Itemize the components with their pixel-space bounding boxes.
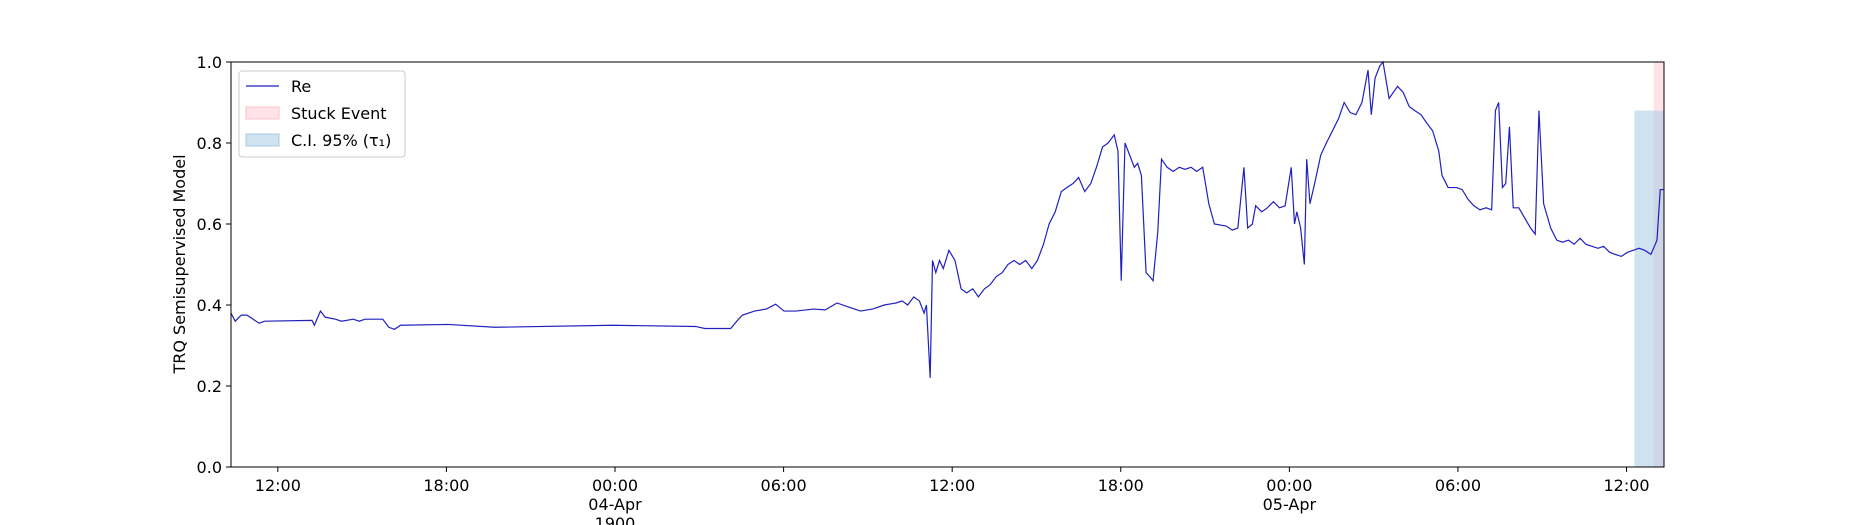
legend-label: Stuck Event	[291, 104, 387, 123]
legend-patch	[245, 106, 280, 120]
legend-label: Re	[291, 77, 311, 96]
x-tick-day: 04-Apr	[588, 495, 642, 514]
span	[1634, 110, 1664, 467]
y-axis-label: TRQ Semisupervised Model	[170, 154, 189, 374]
legend-box	[238, 70, 406, 158]
y-tick-label: 0.4	[197, 296, 222, 315]
x-tick-label: 12:00	[1603, 476, 1649, 495]
y-tick-label: 0.6	[197, 215, 222, 234]
y-tick-label: 1.0	[197, 53, 222, 72]
x-tick-label: 00:00	[592, 476, 638, 495]
x-tick-label: 00:00	[1266, 476, 1312, 495]
legend-patch	[245, 133, 280, 147]
x-tick-label: 12:00	[255, 476, 301, 495]
y-tick-label: 0.2	[197, 377, 222, 396]
axes-frame	[230, 61, 1665, 468]
x-tick-day: 05-Apr	[1263, 495, 1317, 514]
legend-label: C.I. 95% (τ₁)	[291, 131, 391, 150]
x-tick-label: 06:00	[761, 476, 807, 495]
legend: Re Stuck Event C.I. 95% (τ₁)	[238, 70, 406, 158]
x-tick-label: 12:00	[929, 476, 975, 495]
x-tick-label: 06:00	[1435, 476, 1481, 495]
x-tick-year: 1900	[595, 514, 636, 525]
x-tick-label: 18:00	[423, 476, 469, 495]
line	[230, 60, 1664, 378]
y-tick-label: 0.8	[197, 134, 222, 153]
x-tick-label: 18:00	[1098, 476, 1144, 495]
y-tick-label: 0.0	[197, 458, 222, 477]
